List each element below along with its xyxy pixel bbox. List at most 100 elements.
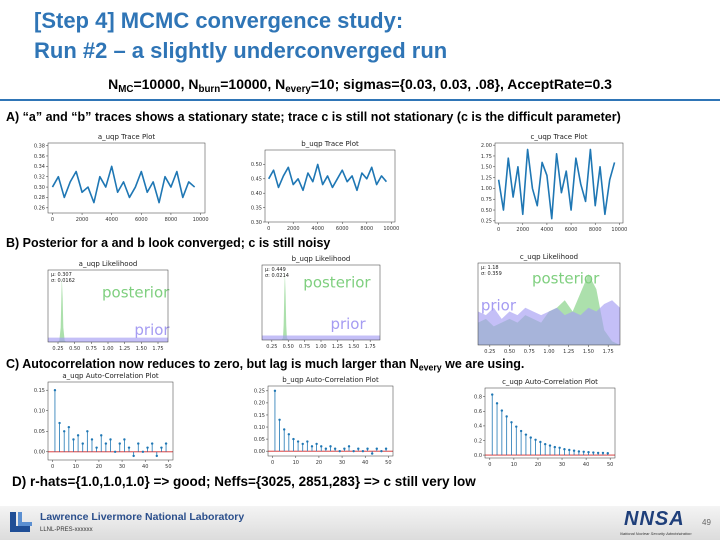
- stem-marker: [343, 447, 346, 450]
- x-tick-label: 1.00: [543, 349, 554, 355]
- x-tick-label: 50: [607, 462, 613, 468]
- x-tick-label: 40: [583, 462, 589, 468]
- stem-marker: [63, 430, 66, 433]
- stem-marker: [577, 450, 581, 453]
- stem-marker: [113, 450, 117, 453]
- y-tick-label: 1.50: [481, 165, 492, 171]
- text-run: D) r-hats={1.0,1.0,1.0} => good; Neffs={…: [12, 474, 476, 489]
- x-tick-label: 4000: [311, 226, 324, 232]
- x-tick-label: 0: [488, 462, 491, 468]
- stem-marker: [146, 446, 149, 449]
- stem-marker: [164, 442, 168, 445]
- stat-text: σ: 0.0214: [265, 273, 289, 279]
- x-tick-label: 2000: [516, 227, 529, 233]
- stem-marker: [278, 418, 281, 421]
- section-text: A) “a” and “b” traces shows a stationary…: [6, 110, 621, 124]
- y-tick-label: 0.34: [34, 164, 45, 170]
- plot-frame: [47, 381, 174, 461]
- subscript: burn: [198, 83, 221, 95]
- x-tick-label: 0.50: [69, 346, 80, 352]
- text-run: =10000, N: [220, 76, 286, 92]
- x-tick-label: 2000: [76, 217, 89, 223]
- y-tick-label: 1.00: [481, 186, 492, 192]
- x-tick-label: 10000: [611, 227, 627, 233]
- y-tick-label: 0.8: [474, 395, 482, 401]
- lab-name: Lawrence Livermore National Laboratory: [40, 511, 245, 523]
- stem-marker: [141, 450, 145, 453]
- plot-frame: [477, 262, 621, 346]
- series-label: posterior: [102, 283, 170, 301]
- stem-marker: [123, 438, 126, 441]
- stem-marker: [592, 451, 595, 454]
- trace-line: [497, 148, 616, 220]
- stem-marker: [558, 446, 561, 449]
- stem-marker: [500, 409, 504, 412]
- text-run: C) Autocorrelation now reduces to zero, …: [6, 357, 419, 371]
- y-tick-label: 0.0: [474, 453, 482, 459]
- stem-marker: [534, 438, 537, 441]
- stem-marker: [137, 442, 140, 445]
- text-run: =10000, N: [133, 76, 199, 92]
- stem-marker: [287, 433, 291, 436]
- chart-title: c_uqp Likelihood: [520, 253, 578, 261]
- footer-bar: Lawrence Livermore National Laboratory L…: [0, 506, 720, 540]
- stem-marker: [338, 449, 341, 453]
- stat-text: μ: 0.449: [265, 267, 286, 273]
- subscript: every: [285, 83, 311, 95]
- section-text: C) Autocorrelation now reduces to zero, …: [6, 357, 524, 372]
- stem-marker: [329, 445, 332, 448]
- x-tick-label: 0.50: [283, 344, 294, 350]
- x-tick-label: 1.00: [102, 346, 113, 352]
- y-tick-label: 0.40: [251, 191, 262, 197]
- y-tick-label: 0.38: [34, 143, 45, 149]
- x-tick-label: 6000: [336, 226, 349, 232]
- stem-marker: [505, 415, 508, 418]
- plot-frame: [47, 269, 169, 343]
- plot-frame: [47, 142, 206, 214]
- x-tick-label: 0.75: [299, 344, 310, 350]
- x-tick-label: 10: [293, 460, 299, 466]
- stem-marker: [127, 446, 131, 449]
- x-tick-label: 1.00: [315, 344, 326, 350]
- stem-marker: [95, 446, 98, 449]
- stem-marker: [572, 449, 576, 452]
- x-tick-label: 0.50: [504, 349, 515, 355]
- x-tick-label: 0.75: [524, 349, 535, 355]
- x-tick-label: 1.25: [332, 344, 343, 350]
- stem-marker: [515, 425, 518, 428]
- stem-marker: [324, 447, 328, 450]
- stem-marker: [58, 421, 61, 425]
- stem-marker: [100, 434, 103, 437]
- y-tick-label: 0.32: [34, 175, 45, 181]
- stem-marker: [72, 438, 75, 441]
- x-tick-label: 20: [96, 464, 102, 470]
- stem-marker: [601, 451, 605, 455]
- chart-title: b_uqp Likelihood: [292, 255, 351, 263]
- y-tick-label: 0.30: [34, 185, 45, 191]
- density-area: [48, 337, 168, 342]
- x-tick-label: 0.25: [484, 349, 495, 355]
- x-tick-label: 0: [51, 217, 54, 223]
- chart-title: b_uqp Auto-Correlation Plot: [282, 376, 379, 384]
- stat-text: μ: 0.307: [51, 272, 72, 278]
- stem-marker: [150, 442, 154, 445]
- x-tick-label: 40: [362, 460, 368, 466]
- stem-marker: [582, 450, 585, 454]
- y-tick-label: 0.28: [34, 195, 45, 201]
- subscript: MC: [118, 83, 134, 95]
- stem-marker: [86, 430, 89, 433]
- stat-text: μ: 1.18: [481, 265, 499, 271]
- stem-marker: [90, 438, 94, 441]
- stat-text: σ: 0.359: [481, 271, 502, 277]
- x-tick-label: 10000: [193, 217, 209, 223]
- section-text: D) r-hats={1.0,1.0,1.0} => good; Neffs={…: [12, 474, 476, 489]
- y-tick-label: 0.20: [254, 401, 265, 407]
- stem-marker: [539, 440, 542, 444]
- x-tick-label: 8000: [589, 227, 602, 233]
- stem-marker: [301, 442, 304, 446]
- stem-marker: [76, 434, 80, 437]
- stem-marker: [352, 449, 355, 453]
- stem-marker: [320, 445, 323, 448]
- x-tick-label: 10: [73, 464, 79, 470]
